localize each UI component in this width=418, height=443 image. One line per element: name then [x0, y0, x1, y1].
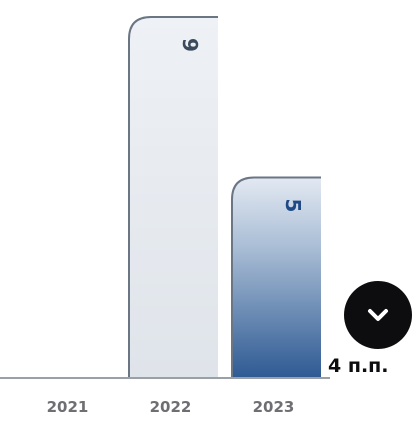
change-badge-text: 4 п.п. — [328, 355, 389, 377]
value-label-2023: 5 — [281, 198, 305, 212]
bar-outline-2023 — [231, 176, 321, 378]
bar-outline-2022 — [128, 16, 218, 378]
bar-2023 — [232, 177, 321, 378]
x-tick-label-2021: 2021 — [47, 398, 89, 416]
chevron-down-icon — [368, 309, 388, 321]
change-badge — [344, 281, 412, 349]
x-tick-label-2022: 2022 — [150, 398, 192, 416]
bars-group — [128, 16, 321, 378]
value-label-2022: 9 — [178, 38, 202, 52]
bar-2022 — [129, 17, 218, 378]
x-tick-label-2023: 2023 — [253, 398, 295, 416]
labels-group: 2021 9 2022 5 2023 — [47, 38, 305, 416]
